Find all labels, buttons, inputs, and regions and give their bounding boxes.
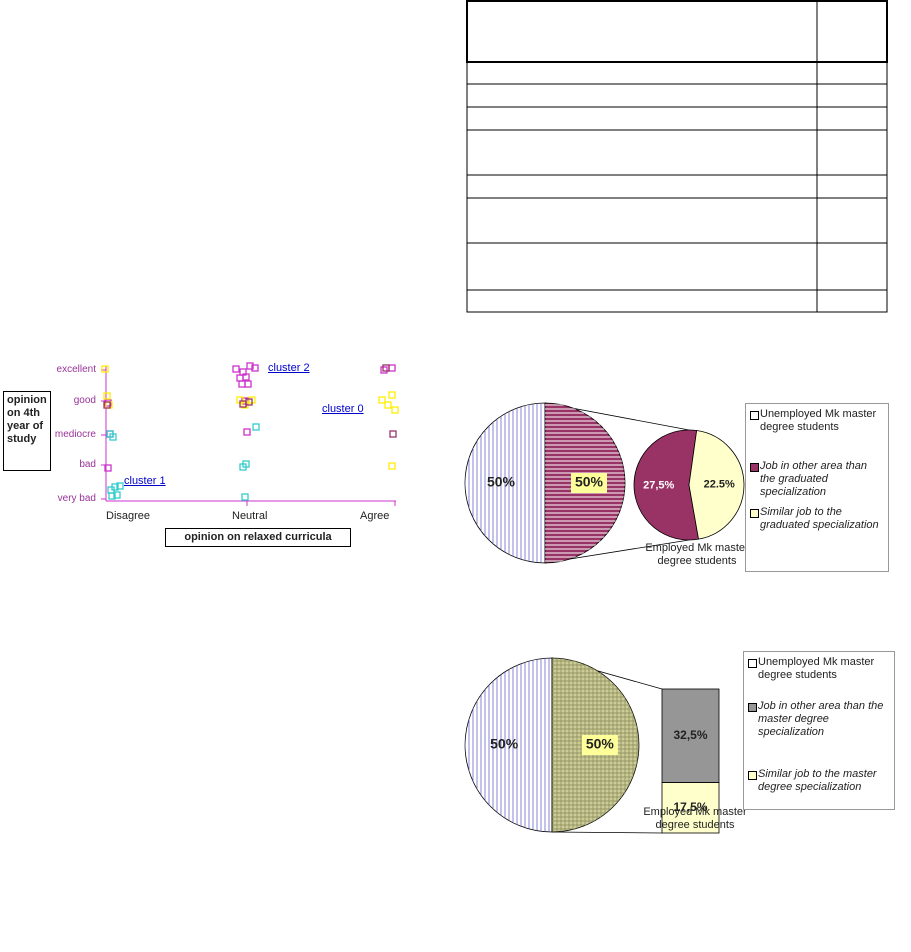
cluster-marker	[391, 406, 399, 414]
value-label: 50%	[487, 474, 516, 490]
cluster-marker	[103, 392, 111, 400]
legend	[743, 651, 895, 810]
cluster-marker	[238, 380, 246, 388]
legend-swatch	[748, 703, 757, 712]
y-axis-title: opinion on 4th year of study	[3, 391, 51, 471]
cluster-marker	[109, 433, 117, 441]
value-label: 50%	[575, 474, 604, 490]
cluster-marker	[378, 396, 386, 404]
legend-swatch	[750, 411, 759, 420]
secondary-bar-segment	[661, 688, 720, 783]
cluster-marker	[239, 400, 247, 408]
label-background	[571, 473, 607, 493]
x-category-label: Agree	[360, 510, 390, 522]
value-label: 50%	[586, 736, 615, 752]
empty-table	[466, 0, 888, 313]
cluster-label: cluster 2	[268, 362, 310, 374]
secondary-caption: Employed Mk master degree students	[645, 542, 749, 567]
legend	[745, 403, 889, 572]
cluster-marker	[246, 362, 254, 370]
cluster-marker	[389, 430, 397, 438]
cluster-marker	[244, 380, 252, 388]
chart: 50% 50% 27,5% 22.5%	[464, 402, 745, 564]
y-category-label: excellent	[56, 364, 96, 375]
legend-label: Unemployed Mk master degree students	[760, 408, 877, 433]
cluster-marker	[116, 482, 124, 490]
y-category-label: bad	[79, 459, 96, 470]
secondary-value-label: 27,5%	[643, 479, 674, 491]
cluster-marker	[388, 462, 396, 470]
secondary-bar-segment	[661, 782, 720, 834]
cluster-markers	[101, 362, 399, 501]
secondary-value-label: 22.5%	[704, 478, 735, 490]
x-axis-title: opinion on relaxed curricula	[165, 528, 351, 547]
legend-swatch	[750, 509, 759, 518]
y-category-label: mediocre	[54, 429, 96, 440]
label-background	[581, 735, 618, 755]
chart: 50% 50% 32,5% 17,5%	[464, 657, 720, 834]
x-category-label: Disagree	[106, 510, 151, 522]
cluster-marker	[104, 399, 112, 407]
cluster-marker	[388, 364, 396, 372]
legend-label: Job in other area than the graduated spe…	[760, 460, 868, 498]
legend-label: Similar job to the graduated specializat…	[760, 506, 879, 531]
cluster-label: cluster 1	[124, 475, 166, 487]
cluster-label: cluster 0	[322, 403, 364, 415]
cluster-marker	[108, 492, 116, 500]
cluster-marker	[388, 391, 396, 399]
cluster-marker	[382, 364, 390, 372]
cluster-marker	[103, 401, 111, 409]
pie-slice-pattern	[465, 403, 545, 563]
cluster-marker	[241, 493, 249, 501]
cluster-marker	[242, 373, 250, 381]
legend-swatch	[750, 463, 759, 472]
cluster-marker	[232, 365, 240, 373]
legend-swatch	[748, 659, 757, 668]
value-label: 50%	[490, 736, 519, 752]
y-category-label: good	[73, 395, 96, 406]
secondary-caption: Employed Mk master degree students	[643, 806, 747, 831]
cluster-marker	[101, 365, 109, 373]
cluster-marker	[111, 483, 119, 491]
cluster-marker	[236, 374, 244, 382]
cluster-marker	[113, 491, 121, 499]
y-category-label: very bad	[57, 493, 96, 504]
cluster-marker	[252, 423, 260, 431]
cluster-marker	[242, 460, 250, 468]
legend-label: Similar job to the master degree special…	[758, 768, 877, 793]
cluster-marker	[380, 366, 388, 374]
cluster-marker	[251, 364, 259, 372]
legend-label: Unemployed Mk master degree students	[758, 656, 875, 681]
x-category-label: Neutral	[232, 510, 268, 522]
legend-swatch	[748, 771, 757, 780]
secondary-slice	[688, 430, 745, 540]
secondary-value-label: 17,5%	[673, 800, 707, 814]
cluster-axes	[101, 366, 396, 506]
cluster-marker	[384, 401, 392, 409]
legend-label: Job in other area than the master degree…	[758, 700, 884, 738]
connector-line	[551, 831, 663, 834]
cluster-marker	[104, 464, 112, 472]
pie-slice-pattern	[465, 658, 552, 832]
cluster-marker	[243, 428, 251, 436]
secondary-value-label: 32,5%	[673, 728, 707, 742]
secondary-slice	[633, 429, 700, 541]
